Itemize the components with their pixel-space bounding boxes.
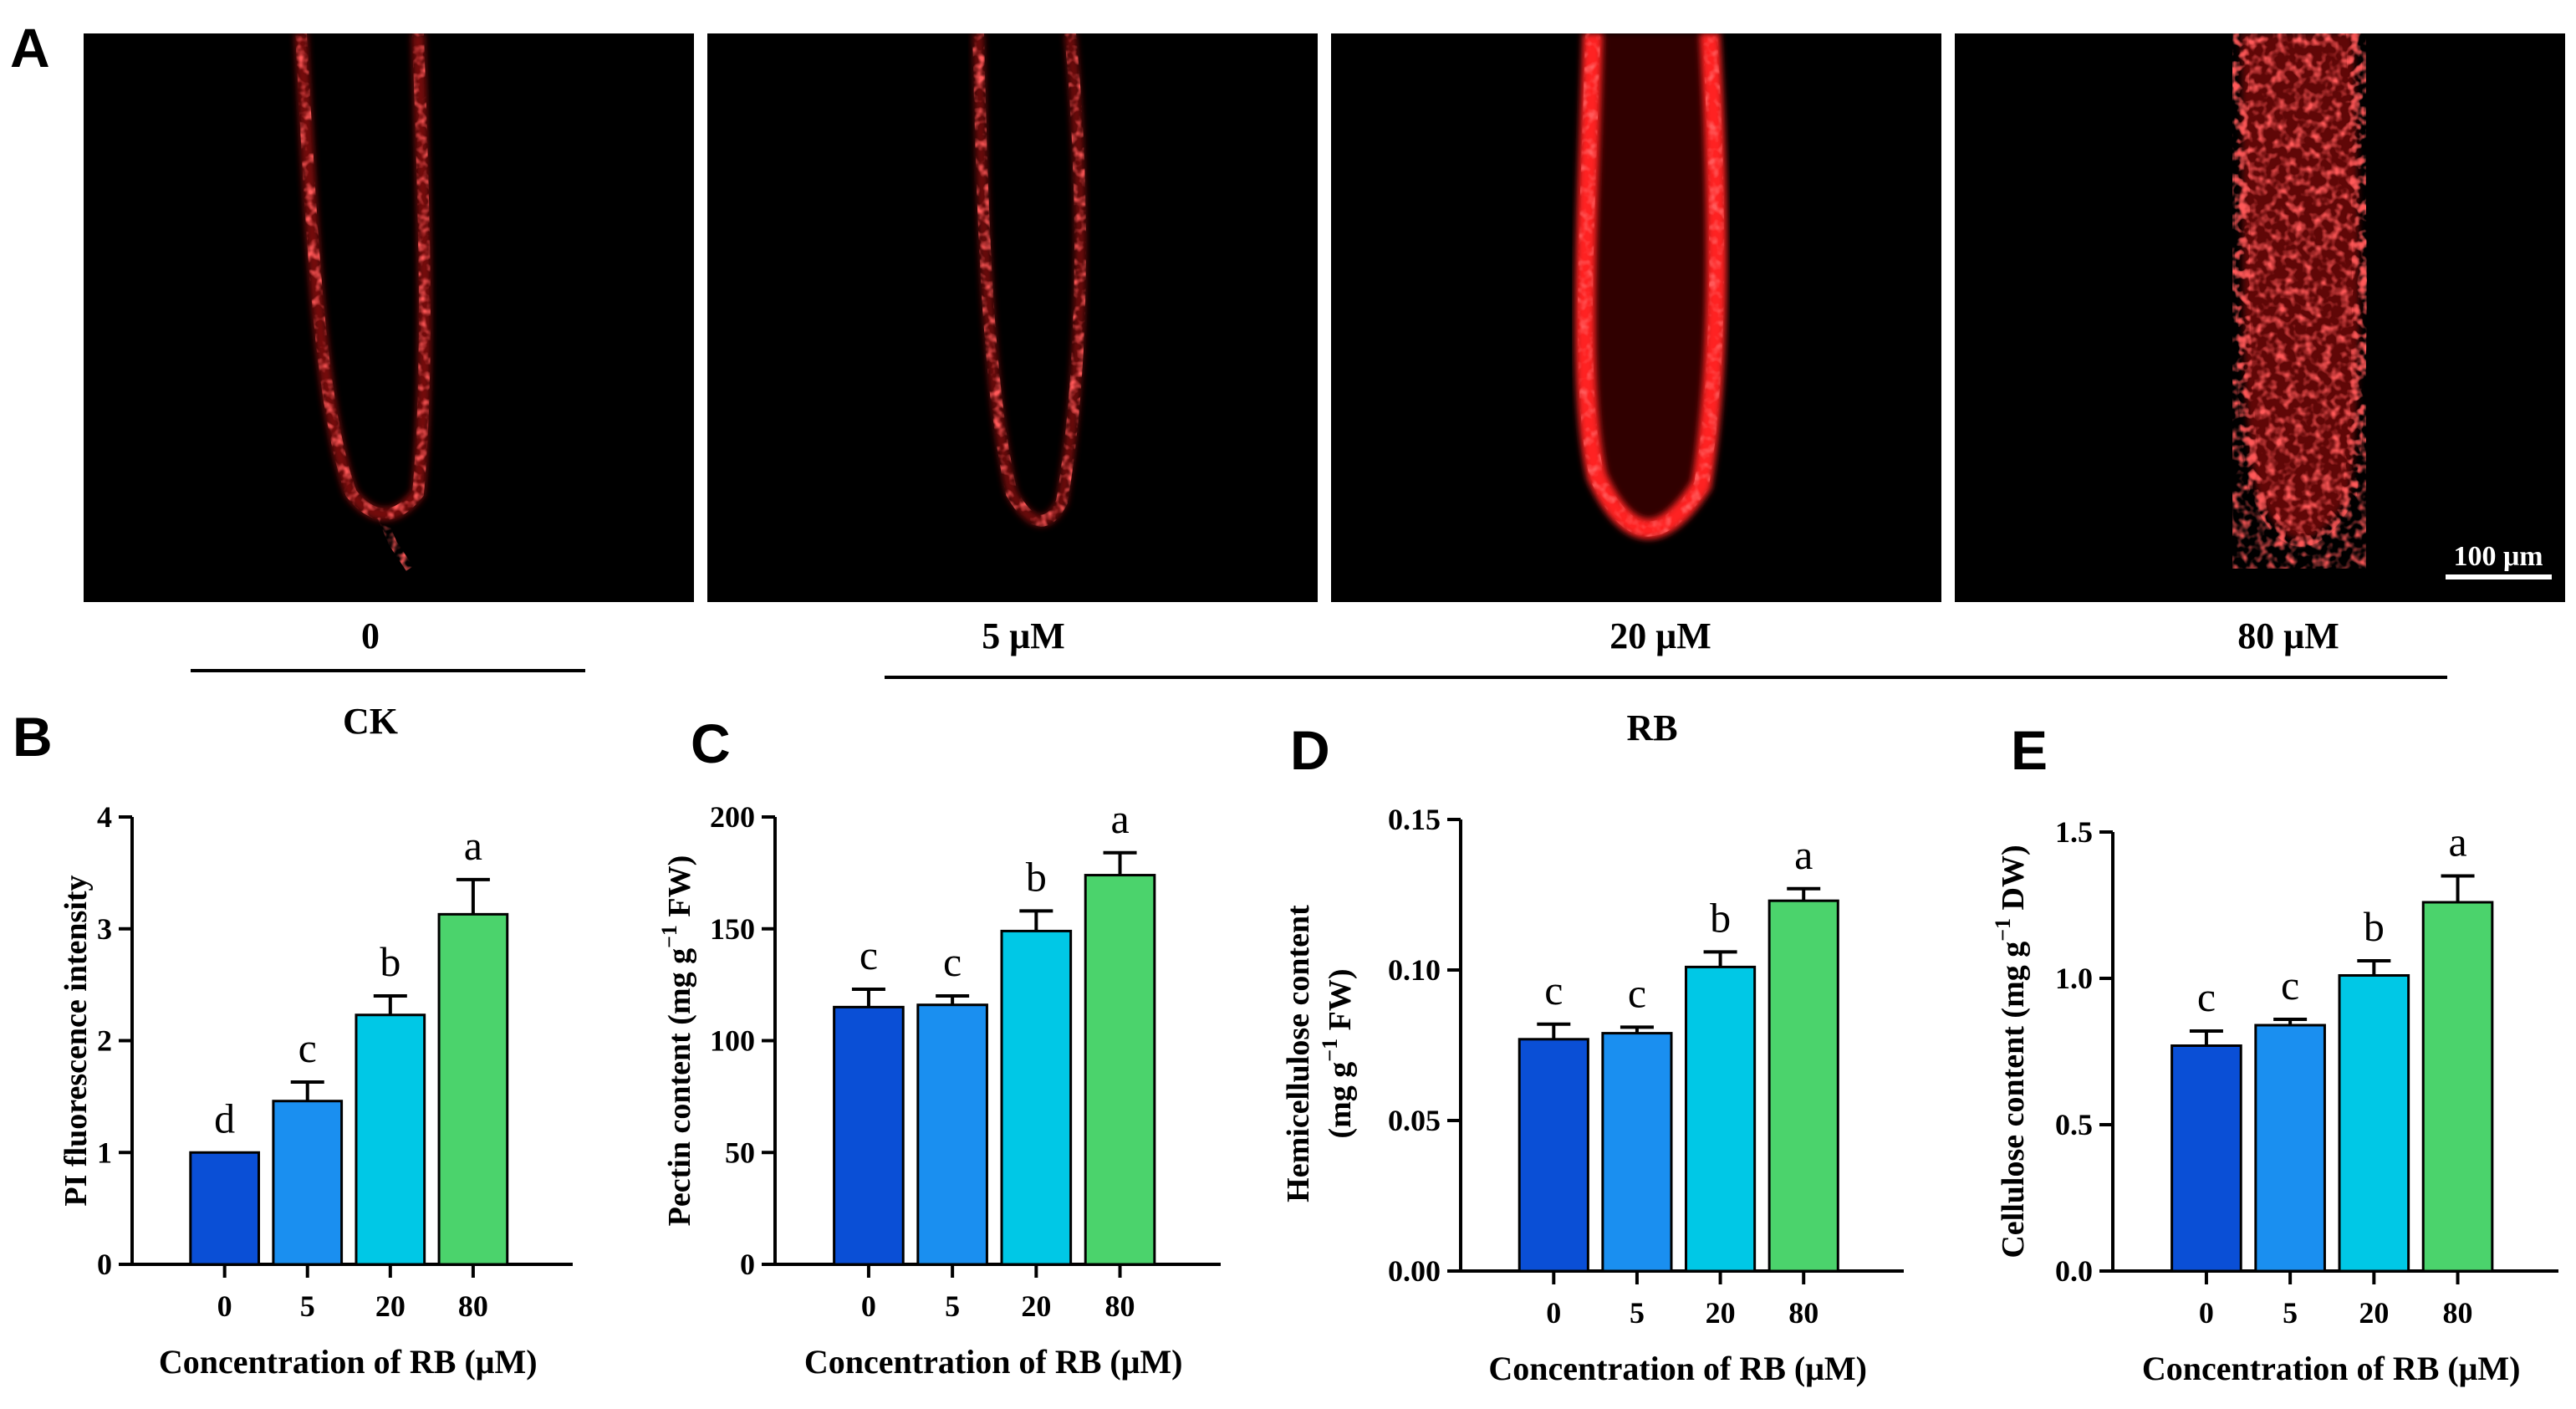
y-axis-label: Cellulose content (mg g−1 DW) [1991,845,2031,1258]
condition-label-5: 5 μM [982,615,1064,656]
significance-letter: b [2364,903,2385,950]
micrograph-20 [1331,33,1941,602]
significance-letter: c [1544,967,1563,1013]
significance-letter: b [1710,894,1731,941]
significance-letter: c [298,1024,317,1071]
y-tick-label: 0.0 [2055,1254,2093,1288]
y-tick-label: 1 [97,1136,112,1169]
y-tick-label: 0.5 [2055,1108,2093,1141]
x-tick-label: 5 [1630,1296,1645,1330]
significance-letter: a [1794,831,1813,878]
significance-letter: b [380,938,400,985]
x-tick-label: 80 [2443,1296,2473,1330]
chart-cellulose: 0.0 0.5 1.0 1.5 c 0 c 5 b 20 a 80 Concentration of R… [1991,815,2558,1387]
condition-label-0: 0 [361,615,380,656]
y-tick-label: 4 [97,800,112,834]
significance-letter: b [1026,853,1047,900]
panel-letter-e: E [2011,719,2048,781]
micrograph-5 [707,33,1318,602]
y-axis-label-units: (mg g−1 FW) [1318,968,1358,1138]
micrograph-background [707,33,1318,602]
y-tick-label: 0.15 [1388,803,1441,836]
y-tick-label: 1.0 [2055,962,2093,995]
x-axis-label: Concentration of RB (μM) [804,1343,1183,1381]
y-axis-label: Hemicellulose content [1281,905,1316,1202]
panel-letter-d: D [1290,719,1330,781]
bar [1000,929,1073,1266]
bar [2421,901,2494,1273]
bar [189,1151,261,1266]
significance-letter: c [2197,973,2216,1020]
scale-bar-label: 100 μm [2453,541,2543,572]
bar [1601,1032,1673,1273]
y-axis-label: Pectin content (mg g−1 FW) [657,855,697,1227]
rb-group-label: RB [1626,707,1677,748]
y-axis-label: PI fluorescence intensity [59,875,94,1206]
bar [2170,1044,2242,1273]
bar [833,1005,905,1266]
x-axis-label: Concentration of RB (μM) [2142,1350,2521,1387]
y-tick-label: 0.00 [1388,1254,1441,1288]
y-tick-label: 150 [710,912,755,946]
bar [437,912,509,1266]
y-tick-label: 3 [97,912,112,946]
bar [1685,965,1757,1273]
x-axis-label: Concentration of RB (μM) [1488,1350,1867,1387]
bar [272,1100,344,1266]
y-tick-label: 200 [710,800,755,834]
x-tick-label: 80 [1105,1289,1135,1323]
bar [2254,1024,2326,1273]
x-tick-label: 0 [1546,1296,1561,1330]
significance-letter: c [860,932,878,978]
y-tick-label: 0.10 [1388,953,1441,987]
bar [2338,974,2410,1273]
bar [1518,1038,1589,1273]
micrograph-80 [1955,33,2565,602]
condition-label-80: 80 μM [2237,615,2339,656]
y-tick-label: 100 [710,1024,755,1058]
significance-letter: c [1628,969,1646,1016]
bar [1084,874,1156,1266]
significance-letter: a [2448,819,2466,865]
x-axis-label: Concentration of RB (μM) [159,1343,538,1381]
chart-pectin: 0 50 100 150 200 c 0 c 5 b 20 a 80 Concentration of R… [657,795,1221,1381]
chart-hemicellulose: 0.00 0.05 0.10 0.15 c 0 c 5 b 20 a 80 Concentration … [1281,803,1904,1387]
panel-letter-b: B [13,706,53,768]
x-tick-label: 20 [1021,1289,1051,1323]
x-tick-label: 20 [375,1289,406,1323]
chart-pi-fluorescence: 0 1 2 3 4 d 0 c 5 b 20 a 80 Concentration of RB (μM) P… [59,800,573,1381]
ck-group-label: CK [343,701,398,742]
condition-label-20: 20 μM [1609,615,1711,656]
x-tick-label: 5 [300,1289,315,1323]
y-tick-label: 1.5 [2055,815,2093,849]
y-tick-label: 0 [740,1248,755,1281]
panel-letter-c: C [691,712,731,774]
bar [355,1013,426,1266]
bar [916,1003,988,1266]
x-tick-label: 80 [1788,1296,1819,1330]
bar [1767,899,1839,1273]
x-tick-label: 0 [217,1289,232,1323]
y-tick-label: 50 [725,1136,755,1169]
significance-letter: c [2281,962,2299,1008]
significance-letter: c [943,938,962,985]
x-tick-label: 5 [2283,1296,2298,1330]
micrograph-0 [84,33,694,602]
y-tick-label: 0 [97,1248,112,1281]
significance-letter: a [464,822,482,869]
x-tick-label: 0 [861,1289,876,1323]
x-tick-label: 20 [1706,1296,1736,1330]
significance-letter: a [1110,795,1129,842]
x-tick-label: 20 [2359,1296,2389,1330]
y-tick-label: 2 [97,1024,112,1058]
x-tick-label: 80 [458,1289,488,1323]
x-tick-label: 0 [2199,1296,2214,1330]
x-tick-label: 5 [945,1289,960,1323]
panel-letter-a: A [10,17,50,79]
y-tick-label: 0.05 [1388,1104,1441,1137]
significance-letter: d [214,1095,235,1141]
